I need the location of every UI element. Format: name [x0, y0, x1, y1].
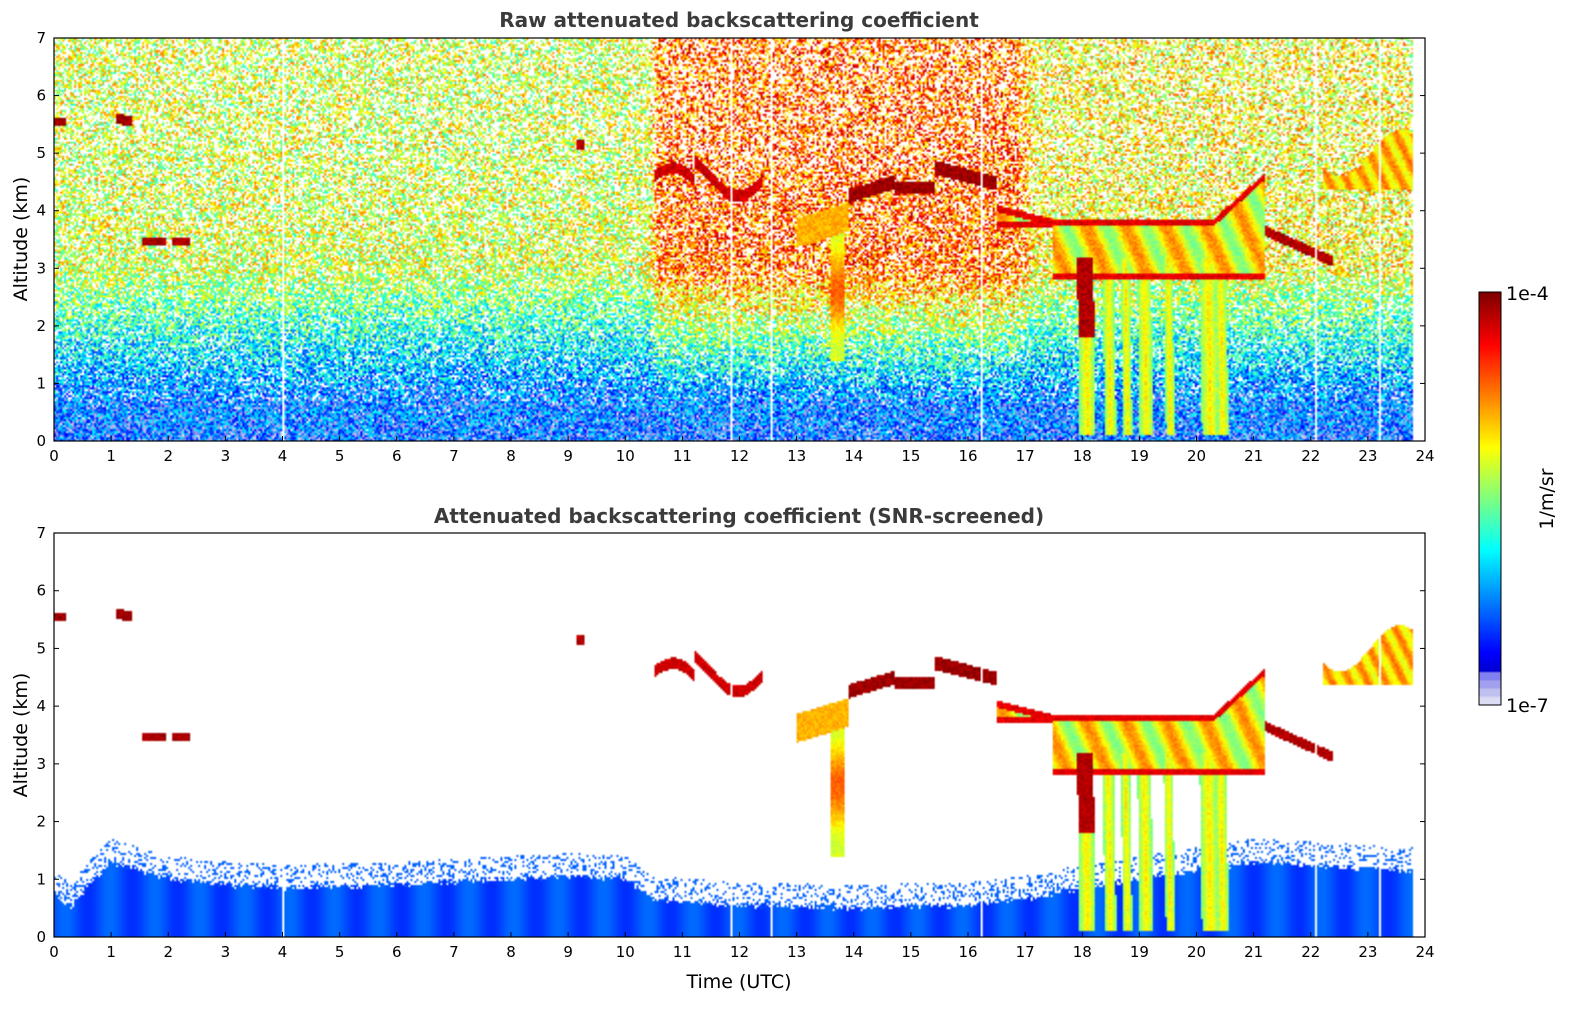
x-tick-label: 21: [1244, 943, 1263, 961]
screened-y-axis-label: Altitude (km): [10, 673, 32, 798]
raw-y-axis-label: Altitude (km): [10, 177, 32, 302]
x-tick-label: 23: [1358, 447, 1377, 465]
x-tick-label: 20: [1187, 447, 1206, 465]
x-tick-label: 24: [1415, 447, 1434, 465]
x-tick-label: 3: [221, 447, 231, 465]
colorbar: 1e-4 1e-7 1/m/sr: [1478, 283, 1558, 717]
x-tick-label: 22: [1301, 943, 1320, 961]
panel-raw-title: Raw attenuated backscattering coefficien…: [499, 8, 979, 32]
y-tick-label: 7: [36, 29, 46, 47]
x-tick-label: 17: [1016, 447, 1035, 465]
x-tick-label: 6: [392, 447, 402, 465]
raw-axis-ticks: 0 1 2 3 4 5 6 7 8 9 10 11 12 13 14 15 16 17 18 19 20 21 22 23 24…: [36, 29, 1434, 465]
screened-x-axis-label: Time (UTC): [685, 971, 791, 993]
x-tick-label: 8: [506, 943, 516, 961]
y-tick-label: 4: [36, 697, 46, 715]
x-tick-label: 1: [106, 943, 116, 961]
y-tick-label: 6: [36, 87, 46, 105]
x-tick-label: 15: [901, 447, 920, 465]
colorbar-gradient: [1479, 292, 1501, 705]
x-tick-label: 22: [1301, 447, 1320, 465]
x-tick-label: 17: [1016, 943, 1035, 961]
x-tick-label: 9: [563, 447, 573, 465]
y-tick-label: 1: [36, 374, 46, 392]
x-tick-label: 8: [506, 447, 516, 465]
x-tick-label: 19: [1130, 943, 1149, 961]
y-tick-label: 2: [36, 317, 46, 335]
y-tick-label: 0: [36, 928, 46, 946]
panel-raw: Raw attenuated backscattering coefficien…: [10, 8, 1435, 465]
y-tick-label: 5: [36, 144, 46, 162]
x-tick-label: 1: [106, 447, 116, 465]
y-tick-label: 6: [36, 582, 46, 600]
x-tick-label: 9: [563, 943, 573, 961]
x-tick-label: 24: [1415, 943, 1434, 961]
x-tick-label: 13: [787, 447, 806, 465]
x-tick-label: 14: [844, 943, 863, 961]
x-tick-label: 7: [449, 943, 459, 961]
x-tick-label: 16: [958, 943, 977, 961]
x-tick-label: 11: [673, 943, 692, 961]
x-tick-label: 13: [787, 943, 806, 961]
x-tick-label: 21: [1244, 447, 1263, 465]
x-tick-label: 12: [730, 447, 749, 465]
colorbar-min-label: 1e-7: [1506, 695, 1549, 717]
colorbar-frame: [1478, 291, 1502, 706]
x-tick-label: 7: [449, 447, 459, 465]
x-tick-label: 2: [163, 943, 173, 961]
x-tick-label: 19: [1130, 447, 1149, 465]
x-tick-label: 4: [278, 447, 288, 465]
x-tick-label: 5: [335, 447, 345, 465]
screened-axis-ticks: 0 1 2 3 4 5 6 7 8 9 10 11 12 13 14 15 16 17 18 19 20 21 22 23 24…: [36, 524, 1434, 961]
x-tick-label: 0: [49, 943, 59, 961]
x-tick-label: 6: [392, 943, 402, 961]
y-tick-label: 4: [36, 202, 46, 220]
x-tick-label: 5: [335, 943, 345, 961]
x-tick-label: 10: [616, 447, 635, 465]
y-tick-label: 3: [36, 259, 46, 277]
x-tick-label: 12: [730, 943, 749, 961]
y-tick-label: 3: [36, 755, 46, 773]
x-tick-label: 23: [1358, 943, 1377, 961]
x-tick-label: 14: [844, 447, 863, 465]
y-tick-label: 1: [36, 870, 46, 888]
x-tick-label: 3: [221, 943, 231, 961]
x-tick-label: 15: [901, 943, 920, 961]
x-tick-label: 10: [616, 943, 635, 961]
y-tick-label: 7: [36, 524, 46, 542]
x-tick-label: 0: [49, 447, 59, 465]
x-tick-label: 4: [278, 943, 288, 961]
x-tick-label: 11: [673, 447, 692, 465]
panel-screened-title: Attenuated backscattering coefficient (S…: [434, 504, 1044, 528]
raw-heatmap: [54, 38, 1425, 441]
y-tick-label: 2: [36, 813, 46, 831]
x-tick-label: 16: [958, 447, 977, 465]
colorbar-max-label: 1e-4: [1506, 283, 1549, 305]
y-tick-label: 5: [36, 639, 46, 657]
y-tick-label: 0: [36, 432, 46, 450]
screened-heatmap: [54, 533, 1425, 937]
x-tick-label: 18: [1073, 447, 1092, 465]
x-tick-label: 2: [163, 447, 173, 465]
x-tick-label: 18: [1073, 943, 1092, 961]
panel-screened: Attenuated backscattering coefficient (S…: [10, 504, 1435, 993]
x-tick-label: 20: [1187, 943, 1206, 961]
colorbar-unit-label: 1/m/sr: [1536, 468, 1558, 529]
